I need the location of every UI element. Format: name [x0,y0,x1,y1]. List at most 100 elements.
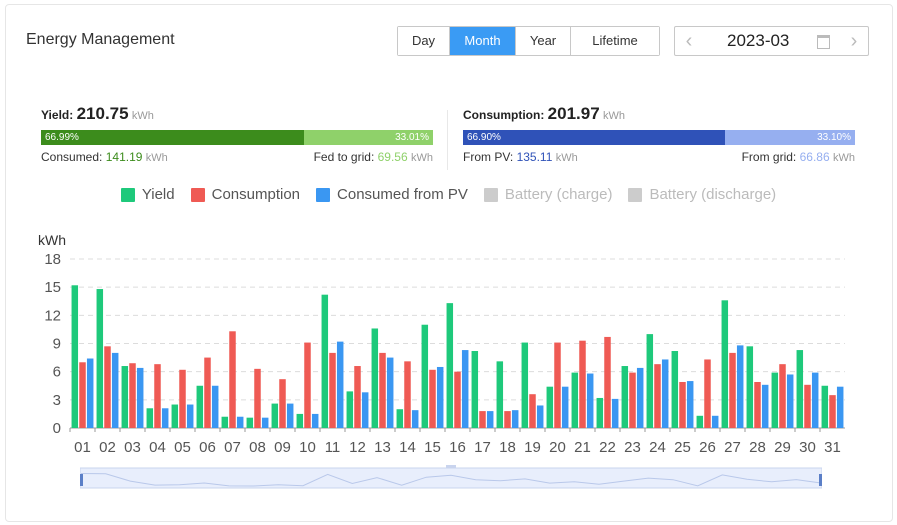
period-tabs: Day Month Year Lifetime [397,26,660,56]
bar [696,415,704,428]
bar [654,364,661,428]
slider-track[interactable] [80,467,822,489]
bar [611,398,619,428]
bar [261,417,269,428]
slider-preview-line[interactable] [80,473,822,487]
from-pv-value: 135.11 [516,150,553,164]
bar [836,386,844,428]
y-tick-label: 0 [53,420,61,437]
tab-lifetime[interactable]: Lifetime [571,27,659,55]
x-tick-label: 19 [524,439,541,456]
bar [79,362,86,428]
consumption-summary: Consumption: 201.97 kWh 66.90% 33.10% Fr… [463,104,855,164]
bar [129,363,136,428]
bar [621,366,629,428]
bar [246,417,254,428]
bar [471,351,479,428]
bar [671,351,679,428]
bar [479,411,486,428]
bar [771,372,779,428]
legend-item-yield[interactable]: Yield [120,186,175,203]
bar [721,300,729,428]
tab-month[interactable]: Month [450,27,516,55]
slider-handle-left[interactable] [80,474,83,486]
chevron-left-icon[interactable]: ‹ [685,30,693,52]
consumption-grid-segment: 33.10% [725,130,855,145]
fed-to-grid-value: 69.56 [377,150,408,164]
bar [761,384,769,428]
bar [454,371,461,428]
x-tick-label: 23 [624,439,641,456]
from-grid-unit: kWh [833,152,855,164]
bar [604,336,611,428]
bar [496,361,504,428]
x-tick-label: 09 [274,439,291,456]
legend-label: Consumed from PV [337,186,468,203]
bar [96,289,104,428]
legend-label: Battery (charge) [504,186,613,203]
bar [629,372,636,428]
bar [711,415,719,428]
data-zoom-slider[interactable] [80,465,822,490]
bar [286,403,294,428]
bar [811,372,819,428]
bar [796,350,804,428]
x-tick-label: 21 [574,439,591,456]
bar [379,352,386,428]
bar [529,394,536,428]
bar [829,395,836,428]
x-tick-label: 07 [224,439,241,456]
x-tick-label: 24 [649,439,666,456]
legend-item-consumed-from-pv[interactable]: Consumed from PV [316,186,468,203]
bar [429,369,436,428]
yield-heading: Yield: 210.75 kWh [41,104,433,124]
bar [536,405,544,428]
slider-grip[interactable] [446,465,456,468]
x-tick-label: 13 [374,439,391,456]
legend-item-battery-discharge[interactable]: Battery (discharge) [628,186,776,203]
bar [461,350,469,428]
bar [504,411,511,428]
bar [186,404,194,428]
consumed-stat: Consumed: 141.19 kWh [41,150,168,164]
bar [729,352,736,428]
x-tick-label: 18 [499,439,516,456]
bar [179,369,186,428]
bar [661,359,669,428]
x-tick-label: 11 [325,439,341,456]
yield-grid-segment: 33.01% [303,130,433,145]
x-tick-label: 25 [674,439,691,456]
tab-year[interactable]: Year [516,27,571,55]
calendar-icon[interactable] [817,35,830,49]
x-tick-label: 22 [599,439,616,456]
legend-item-consumption[interactable]: Consumption [190,186,300,203]
legend-item-battery-charge[interactable]: Battery (charge) [483,186,613,203]
bar [779,364,786,428]
bar [279,379,286,428]
x-tick-label: 26 [699,439,716,456]
fed-to-grid-label: Fed to grid: [313,150,375,164]
bar [211,385,219,428]
tab-day[interactable]: Day [398,27,450,55]
month-picker[interactable]: ‹ 2023-03 › [674,26,869,56]
chevron-right-icon[interactable]: › [850,30,858,52]
y-tick-label: 9 [53,336,61,353]
legend-label: Yield [141,186,175,203]
x-tick-label: 02 [99,439,116,456]
bar [804,384,811,428]
bar [636,367,644,428]
y-axis-label: kWh [38,232,66,248]
consumption-heading: Consumption: 201.97 kWh [463,104,855,124]
yield-summary: Yield: 210.75 kWh 66.99% 33.01% Consumed… [41,104,433,164]
selected-month[interactable]: 2023-03 [727,31,790,50]
energy-management-card [5,4,893,522]
bar [271,403,279,428]
bar [236,416,244,428]
x-tick-label: 04 [149,439,166,456]
y-tick-label: 18 [44,251,61,268]
consumption-value: 201.97 [547,104,600,123]
x-tick-label: 27 [724,439,741,456]
slider-handle-right[interactable] [819,474,822,486]
bar [754,381,761,428]
x-tick-label: 28 [749,439,766,456]
